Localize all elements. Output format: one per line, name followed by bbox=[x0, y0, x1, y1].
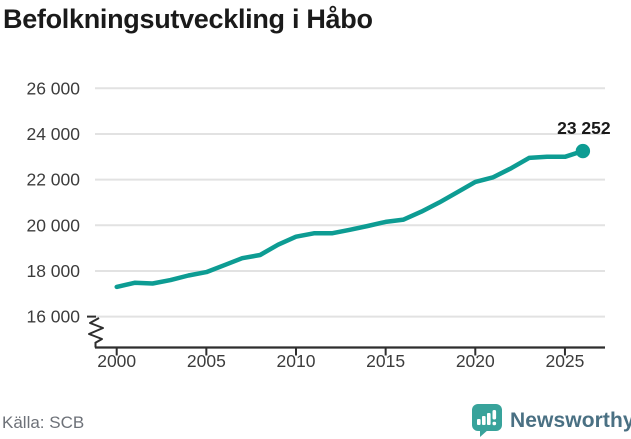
source-label: Källa: SCB bbox=[2, 413, 85, 432]
x-tick-label: 2020 bbox=[456, 351, 495, 371]
x-tick-label: 2015 bbox=[366, 351, 405, 371]
axis-break-icon bbox=[88, 317, 104, 344]
end-value-label: 23 252 bbox=[557, 118, 611, 138]
population-line bbox=[114, 148, 586, 290]
y-tick-label: 22 000 bbox=[26, 170, 80, 190]
y-tick-label: 18 000 bbox=[26, 261, 80, 281]
newsworthy-logo: Newsworthy bbox=[472, 404, 631, 437]
x-tick-label: 2010 bbox=[277, 351, 316, 371]
x-tick-label: 2000 bbox=[97, 351, 136, 371]
x-tick-label: 2025 bbox=[545, 351, 584, 371]
newsworthy-chart-bubble-icon bbox=[472, 404, 502, 437]
chart-title: Befolkningsutveckling i Håbo bbox=[3, 4, 373, 34]
y-tick-label: 26 000 bbox=[26, 78, 80, 98]
y-tick-label: 24 000 bbox=[26, 124, 80, 144]
x-tick-label: 2005 bbox=[187, 351, 226, 371]
y-tick-label: 20 000 bbox=[26, 215, 80, 235]
end-point-dot bbox=[575, 143, 591, 159]
y-tick-label: 16 000 bbox=[26, 307, 80, 327]
brand-text: Newsworthy bbox=[510, 408, 631, 432]
